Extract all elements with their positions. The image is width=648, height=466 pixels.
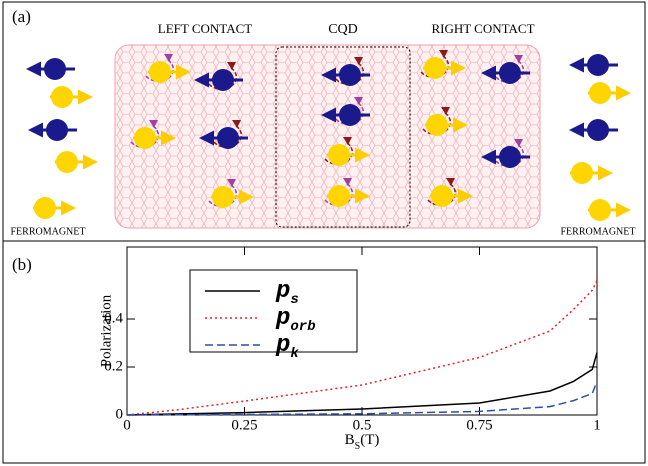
orbit-head	[227, 179, 236, 187]
electron	[134, 127, 156, 149]
x-axis-label-part: B	[345, 432, 355, 448]
orbit-head	[446, 178, 455, 186]
electron	[46, 119, 68, 141]
electron	[424, 57, 446, 79]
x-tick-label: 0	[123, 417, 131, 433]
orbit-head	[354, 97, 363, 105]
series-line	[126, 381, 598, 416]
ferromagnet-label: FERROMAGNET	[560, 226, 635, 237]
legend-name: p	[275, 332, 290, 359]
electron	[328, 144, 350, 166]
electron	[34, 197, 56, 219]
panel-a: (a) LEFT CONTACT CQD RIGHT CONTACT FERRO…	[10, 7, 635, 237]
y-tick-label: 0	[116, 406, 124, 422]
electron	[499, 62, 521, 84]
x-tick-label: 0.25	[231, 417, 257, 433]
panel-label: (a)	[12, 7, 31, 26]
x-tick-label: 0.75	[466, 417, 492, 433]
electron	[212, 69, 234, 91]
y-axis-label: Polarization	[98, 294, 114, 367]
electron	[499, 146, 521, 168]
ferromagnet-label: FERROMAGNET	[10, 226, 85, 237]
electron	[339, 104, 361, 126]
orbit-head	[232, 120, 241, 128]
legend-subscript: orb	[290, 319, 315, 335]
region-label: CQD	[328, 22, 358, 37]
legend-subscript: s	[290, 292, 298, 308]
electron	[431, 185, 453, 207]
region-label: RIGHT CONTACT	[431, 21, 534, 36]
x-axis-label: BS(T)	[345, 432, 380, 451]
electron	[212, 186, 234, 208]
legend-box	[189, 269, 358, 353]
electron	[44, 58, 66, 80]
electron	[51, 86, 73, 108]
x-axis-label-part: S	[355, 441, 361, 452]
orbit-head	[149, 120, 158, 128]
legend-name: p	[275, 305, 290, 332]
electron	[587, 54, 609, 76]
electron	[587, 119, 609, 141]
electron	[328, 185, 350, 207]
electron	[426, 114, 448, 136]
legend-label: porb	[275, 305, 316, 334]
series-line	[126, 280, 598, 416]
orbit-head	[439, 50, 448, 58]
legend-label: pk	[275, 332, 299, 361]
electron	[589, 82, 611, 104]
region-label: LEFT CONTACT	[158, 21, 252, 36]
y-tick-label: 0.4	[104, 310, 123, 326]
orbit-head	[227, 62, 236, 70]
y-tick-label: 0.2	[104, 358, 123, 374]
electron	[571, 162, 593, 184]
electron	[339, 64, 361, 86]
orbit-head	[354, 57, 363, 65]
x-tick-label: 0.5	[353, 417, 372, 433]
x-tick-label: 1	[593, 417, 601, 433]
legend-label: ps	[275, 278, 299, 307]
electron	[589, 199, 611, 221]
series-line	[126, 352, 598, 416]
orbit-head	[441, 107, 450, 115]
orbit-head	[343, 137, 352, 145]
panel-label: (b)	[12, 255, 32, 274]
electron	[149, 61, 171, 83]
electron	[217, 127, 239, 149]
orbit-head	[164, 54, 173, 62]
orbit-head	[514, 55, 523, 63]
legend-name: p	[275, 278, 290, 305]
x-axis-label-part: (T)	[360, 432, 379, 448]
cqd-box	[275, 46, 411, 228]
electron	[56, 151, 78, 173]
panel-b: (b) 0 0.2 0.4 0 0.25 0.5 0.75 1 BS(T) Polarization…	[12, 246, 601, 452]
legend-subscript: k	[290, 346, 299, 362]
orbit-head	[343, 178, 352, 186]
orbit-head	[514, 139, 523, 147]
